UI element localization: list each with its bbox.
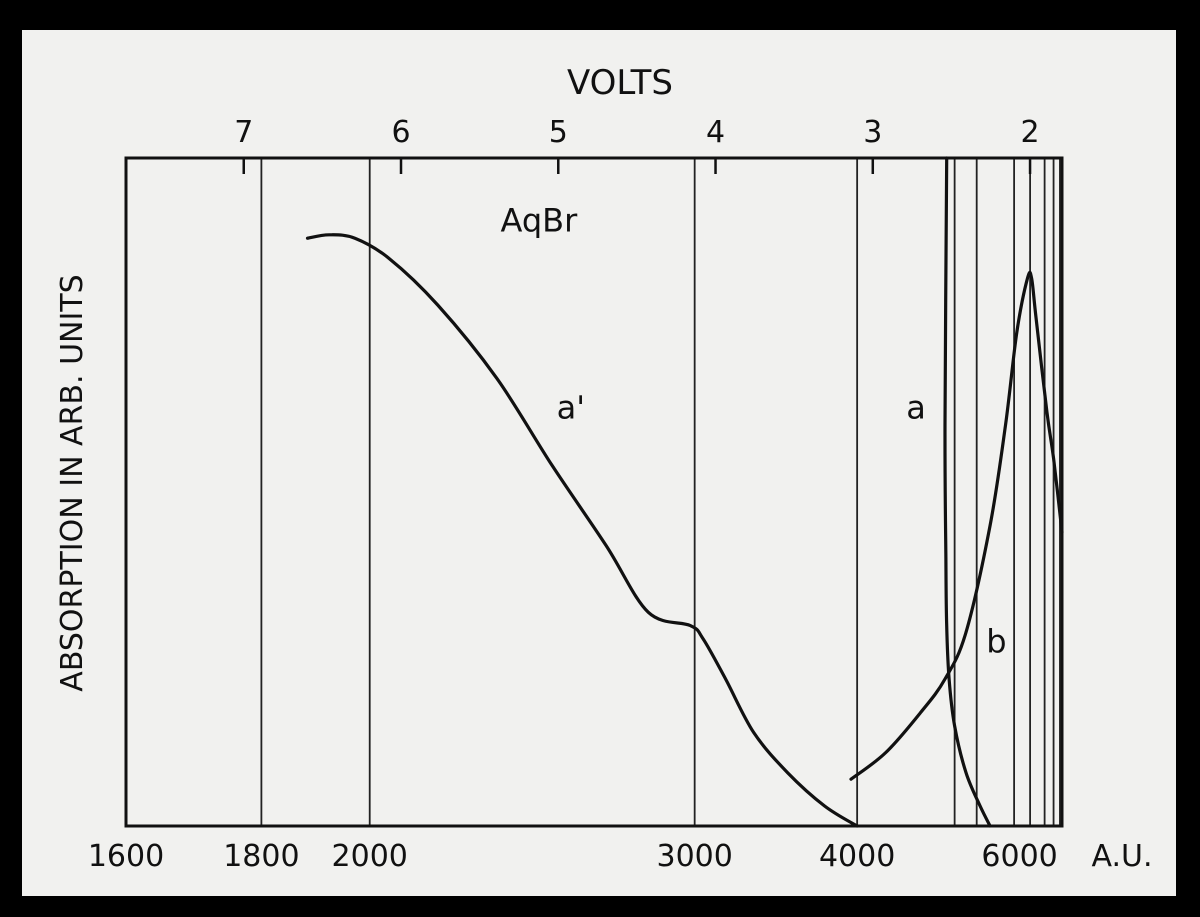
curve-label-3: b xyxy=(986,622,1006,660)
wavelength-tick-label-3000: 3000 xyxy=(656,839,732,874)
curve-label-1: a' xyxy=(557,389,585,427)
curve-label-0: AqBr xyxy=(501,201,579,239)
series-layer xyxy=(305,156,1064,828)
slide-background xyxy=(22,30,1176,896)
wavelength-tick-label-1600: 1600 xyxy=(88,839,164,874)
bottom-axis-ticks: 1600 1800 2000 3000 4000 6000 xyxy=(88,839,1058,874)
wavelength-tick-label-2000: 2000 xyxy=(332,839,408,874)
top-axis-title: VOLTS xyxy=(567,63,673,103)
y-axis-label: ABSORPTION IN ARB. UNITS xyxy=(55,274,90,691)
top-axis-ticks: 7 6 5 4 3 2 xyxy=(234,115,1040,174)
plot-frame xyxy=(124,156,1064,828)
volts-tick-label-5: 5 xyxy=(549,115,568,150)
series-line-2 xyxy=(849,270,1064,781)
volts-tick-label-3: 3 xyxy=(863,115,882,150)
wavelength-tick-label-1800: 1800 xyxy=(223,839,299,874)
series-line-0 xyxy=(305,233,859,828)
volts-tick-label-6: 6 xyxy=(391,115,410,150)
curve-label-2: a xyxy=(906,389,926,427)
volts-tick-label-4: 4 xyxy=(706,115,725,150)
bottom-axis-unit: A.U. xyxy=(1091,839,1152,874)
volts-tick-label-7: 7 xyxy=(234,115,253,150)
annotations: AqBr a' a b xyxy=(501,201,1007,660)
gridlines xyxy=(260,158,1061,826)
wavelength-tick-label-4000: 4000 xyxy=(819,839,895,874)
series-line-1 xyxy=(943,156,992,828)
volts-tick-label-2: 2 xyxy=(1020,115,1039,150)
wavelength-tick-label-6000: 6000 xyxy=(981,839,1057,874)
